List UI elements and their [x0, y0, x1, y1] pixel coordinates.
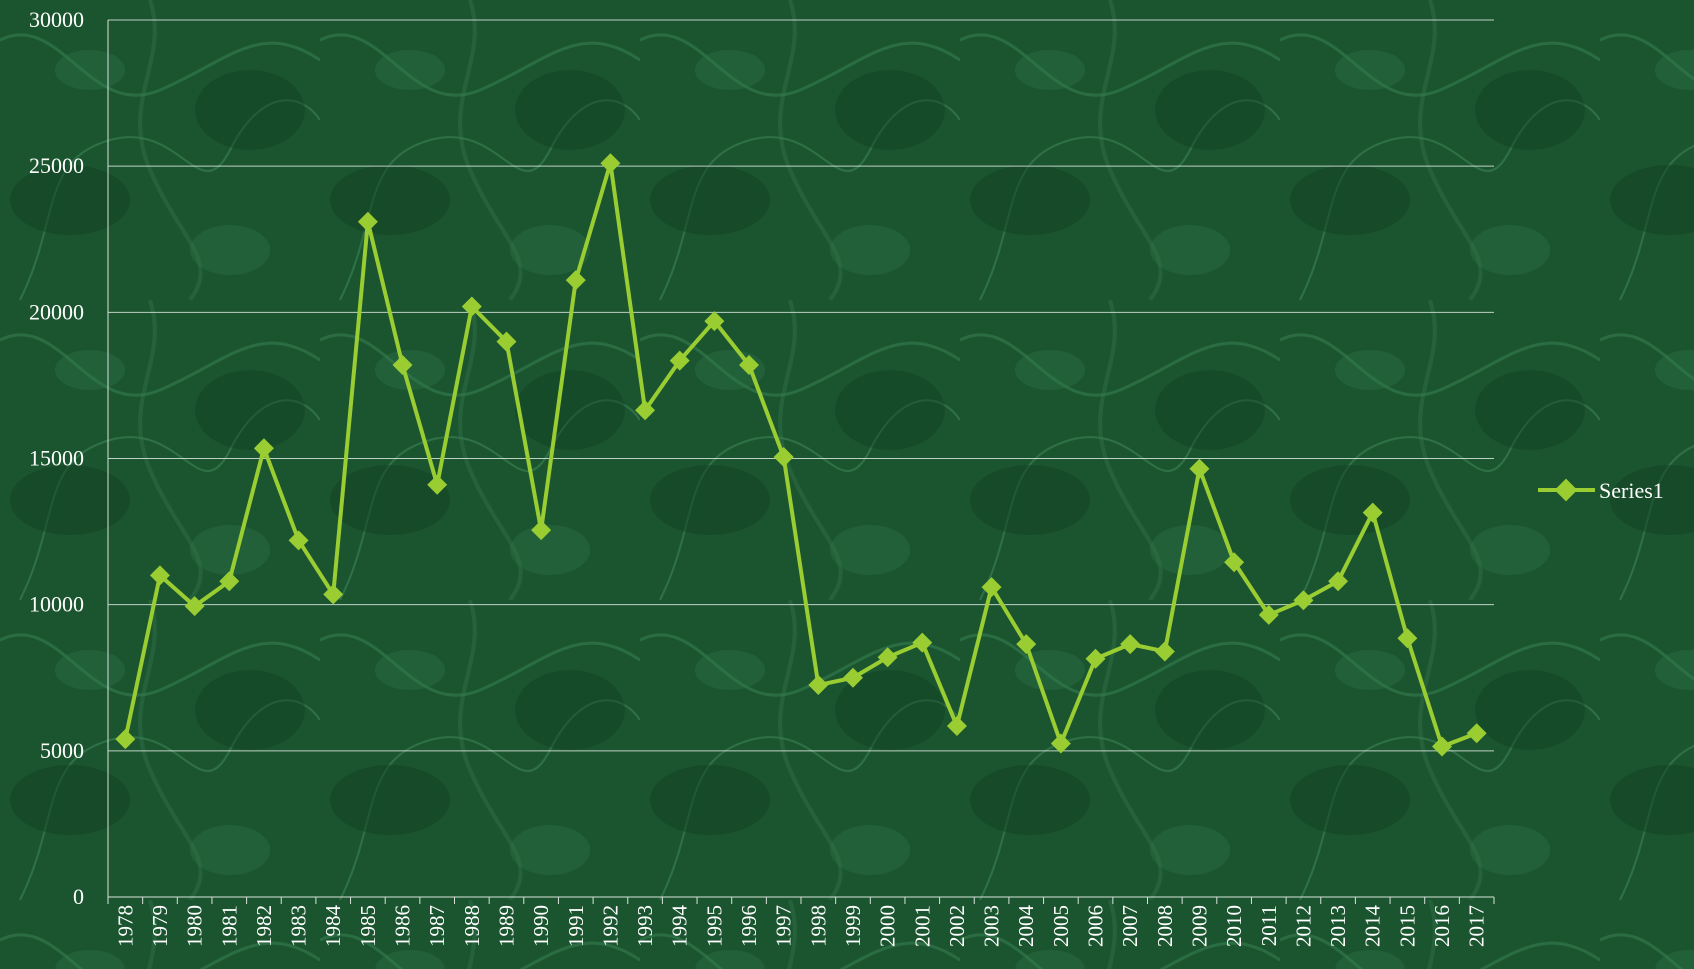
data-point	[149, 565, 170, 586]
y-tick-label: 20000	[29, 299, 84, 324]
x-tick-label: 1999	[841, 905, 865, 947]
x-tick-label: 2003	[980, 905, 1004, 947]
x-tick-label: 1994	[668, 905, 692, 948]
y-tick-label: 30000	[29, 7, 84, 32]
x-tick-label: 2000	[876, 905, 900, 947]
x-tick-label: 1981	[217, 905, 241, 947]
data-point	[392, 354, 413, 375]
x-tick-label: 1989	[494, 905, 518, 947]
legend-marker-series1	[1554, 478, 1578, 502]
data-point	[1050, 733, 1071, 754]
data-point	[912, 632, 933, 653]
data-point	[1466, 723, 1487, 744]
data-point	[1362, 502, 1383, 523]
gridlines	[108, 19, 1494, 752]
x-tick-label: 2015	[1395, 905, 1419, 947]
x-tick-label: 1983	[287, 905, 311, 947]
data-point	[1258, 604, 1279, 625]
x-tick-label: 2005	[1049, 905, 1073, 947]
x-tick-label: 1978	[113, 905, 137, 947]
data-point	[219, 571, 240, 592]
data-point	[1085, 648, 1106, 669]
data-point	[1154, 641, 1175, 662]
data-point	[1224, 552, 1245, 573]
x-tick-label: 2006	[1084, 905, 1108, 947]
series-group	[115, 153, 1487, 757]
x-tick-label: 1993	[633, 905, 657, 947]
x-tick-label: 1987	[425, 905, 449, 947]
data-point	[323, 584, 344, 605]
data-point	[1397, 628, 1418, 649]
x-tick-label: 2014	[1361, 905, 1385, 948]
x-tick-label: 2009	[1187, 905, 1211, 947]
data-point	[288, 530, 309, 551]
data-point	[739, 354, 760, 375]
data-point	[1120, 634, 1141, 655]
x-tick-label: 1984	[321, 905, 345, 948]
data-point	[1016, 634, 1037, 655]
data-point	[357, 211, 378, 232]
data-point	[1328, 571, 1349, 592]
x-tick-label: 1990	[529, 905, 553, 947]
y-tick-label: 5000	[40, 738, 84, 763]
data-point	[600, 153, 621, 174]
x-tick-label: 1991	[564, 905, 588, 947]
y-tick-label: 10000	[29, 592, 84, 617]
x-tick-label: 2004	[1014, 905, 1038, 948]
x-tick-label: 2016	[1430, 905, 1454, 947]
data-point	[496, 331, 517, 352]
x-tick-label: 1985	[356, 905, 380, 947]
x-tick-label: 2017	[1465, 905, 1489, 947]
x-tick-label: 1979	[148, 905, 172, 947]
x-tick-label: 1988	[460, 905, 484, 947]
series-line-series1	[123, 161, 1478, 749]
x-tick-label: 2013	[1326, 905, 1350, 947]
y-tick-label: 15000	[29, 446, 84, 471]
x-tick-label: 2007	[1118, 905, 1142, 947]
data-point	[1432, 736, 1453, 757]
x-tick-label: 1995	[702, 905, 726, 947]
data-point	[704, 311, 725, 332]
x-tick-label: 1998	[806, 905, 830, 947]
data-point	[635, 400, 656, 421]
data-point	[946, 715, 967, 736]
x-tick-label: 2011	[1257, 905, 1281, 946]
y-tick-label: 0	[73, 884, 84, 909]
x-tick-label: 1986	[391, 905, 415, 947]
x-tick-label: 2012	[1291, 905, 1315, 947]
y-axis-ticks: 0 5000 10000 15000 20000 25000 30000	[29, 7, 84, 909]
data-point	[531, 520, 552, 541]
data-point	[842, 667, 863, 688]
x-tick-label: 1980	[183, 905, 207, 947]
data-point	[1189, 458, 1210, 479]
data-point	[115, 729, 136, 750]
data-point	[565, 270, 586, 291]
data-point	[427, 474, 448, 495]
x-tick-label: 1992	[598, 905, 622, 947]
data-point	[669, 350, 690, 371]
data-point	[461, 296, 482, 317]
data-point	[981, 577, 1002, 598]
x-tick-label: 1996	[737, 905, 761, 947]
data-point	[808, 675, 829, 696]
data-point	[253, 438, 274, 459]
x-tick-label: 2001	[910, 905, 934, 947]
data-point	[773, 447, 794, 468]
x-tick-label: 2010	[1222, 905, 1246, 947]
legend-label-series1: Series1	[1599, 478, 1664, 503]
x-axis-ticks: 1978 1979 1980 1981 1982 1983 1984 1985 1986 1987…	[113, 905, 1488, 948]
x-tick-label: 1997	[772, 905, 796, 947]
y-tick-label: 25000	[29, 153, 84, 178]
x-tick-label: 2002	[945, 905, 969, 947]
legend: Series1	[1538, 478, 1664, 503]
x-tick-label: 1982	[252, 905, 276, 947]
data-point	[1293, 590, 1314, 611]
axes	[107, 20, 1495, 904]
x-tick-label: 2008	[1153, 905, 1177, 947]
data-point	[184, 596, 205, 617]
data-point	[877, 647, 898, 668]
